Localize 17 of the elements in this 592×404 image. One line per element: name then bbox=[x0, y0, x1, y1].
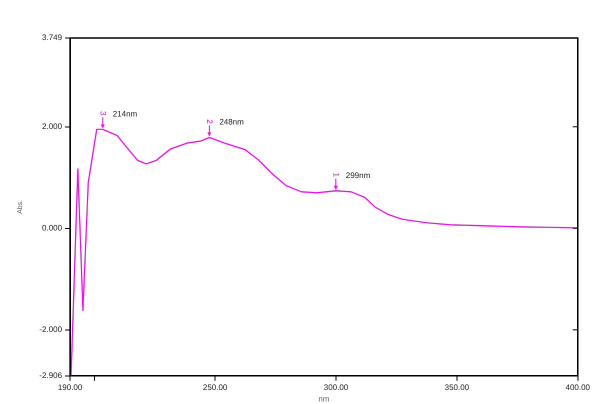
annotation: 3 bbox=[98, 111, 108, 116]
y-tick-label: -2.906 bbox=[39, 371, 63, 380]
x-tick-label: 400.00 bbox=[566, 382, 591, 392]
y-tick-label: -2.000 bbox=[39, 325, 63, 334]
y-tick-label: 2.000 bbox=[42, 122, 63, 131]
x-axis-title: nm bbox=[318, 394, 330, 404]
annotation: 214nm bbox=[112, 110, 138, 119]
x-tick-label: 190.00 bbox=[58, 382, 83, 392]
x-tick-label: 300.00 bbox=[324, 382, 349, 392]
x-tick-label: 350.00 bbox=[444, 382, 470, 392]
annotation: 248nm bbox=[219, 118, 244, 127]
annotation: 1 bbox=[332, 172, 341, 178]
x-tick-label: 250.00 bbox=[202, 382, 228, 392]
y-tick-label: 3.749 bbox=[42, 33, 63, 42]
annotation: 299nm bbox=[346, 170, 371, 180]
annotation: 2 bbox=[205, 119, 214, 124]
y-tick-label: 0.000 bbox=[42, 224, 63, 232]
